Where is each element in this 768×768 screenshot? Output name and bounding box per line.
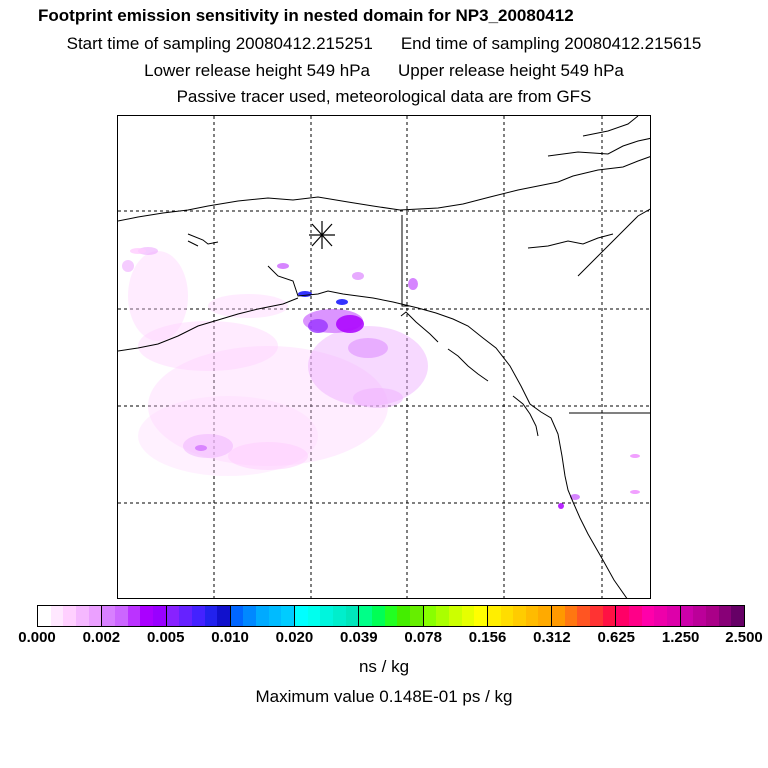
unit-label: ns / kg bbox=[358, 657, 410, 676]
colorbar-segment bbox=[102, 606, 167, 626]
colorbar-segment bbox=[38, 606, 103, 626]
colorbar-tick-label: 0.156 bbox=[468, 629, 507, 646]
start-time: Start time of sampling 20080412.215251 bbox=[66, 34, 373, 53]
upper-release-height: Upper release height 549 hPa bbox=[398, 61, 624, 80]
colorbar-tick-label: 0.020 bbox=[275, 629, 314, 646]
colorbar-tick-label: 0.078 bbox=[404, 629, 442, 646]
graticule bbox=[118, 116, 650, 598]
colorbar-tick-label: 0.005 bbox=[146, 629, 185, 646]
colorbar-tick-label: 1.250 bbox=[661, 629, 700, 646]
tracer-note: Passive tracer used, meteorological data… bbox=[176, 87, 592, 106]
footprint-plume bbox=[122, 247, 640, 509]
colorbar-segment bbox=[680, 606, 744, 626]
colorbar-segment bbox=[166, 606, 231, 626]
colorbar-tick-label: 0.312 bbox=[533, 629, 571, 646]
colorbar-tick-label: 0.039 bbox=[340, 629, 378, 646]
map-canvas bbox=[118, 116, 650, 598]
map-panel bbox=[117, 115, 651, 599]
sampling-times: Start time of sampling 20080412.215251 En… bbox=[0, 34, 768, 54]
colorbar-segment bbox=[552, 606, 617, 626]
colorbar bbox=[37, 605, 745, 627]
colorbar-tick-label: 0.010 bbox=[211, 629, 249, 646]
colorbar-tick-labels: 0.000 0.002 0.005 0.010 0.020 0.039 0.078 0.156… bbox=[0, 629, 768, 651]
colorbar-tick-label: 0.625 bbox=[597, 629, 636, 646]
colorbar-segment bbox=[359, 606, 424, 626]
colorbar-tick-label: 0.002 bbox=[82, 629, 121, 646]
coastlines bbox=[118, 116, 650, 598]
receptor-marker bbox=[309, 221, 335, 249]
colorbar-tick-label: 0.000 bbox=[18, 629, 56, 646]
colorbar-segment bbox=[423, 606, 488, 626]
plot-title: Footprint emission sensitivity in nested… bbox=[38, 6, 574, 25]
colorbar-segment bbox=[230, 606, 296, 626]
colorbar-segment bbox=[295, 606, 360, 626]
colorbar-segment bbox=[487, 606, 553, 626]
maximum-value: Maximum value 0.148E-01 ps / kg bbox=[255, 687, 513, 706]
lower-release-height: Lower release height 549 hPa bbox=[144, 61, 370, 80]
end-time: End time of sampling 20080412.215615 bbox=[400, 34, 702, 53]
colorbar-segment bbox=[616, 606, 681, 626]
release-heights: Lower release height 549 hPa Upper releas… bbox=[0, 61, 768, 81]
colorbar-tick-label: 2.500 bbox=[725, 629, 763, 646]
